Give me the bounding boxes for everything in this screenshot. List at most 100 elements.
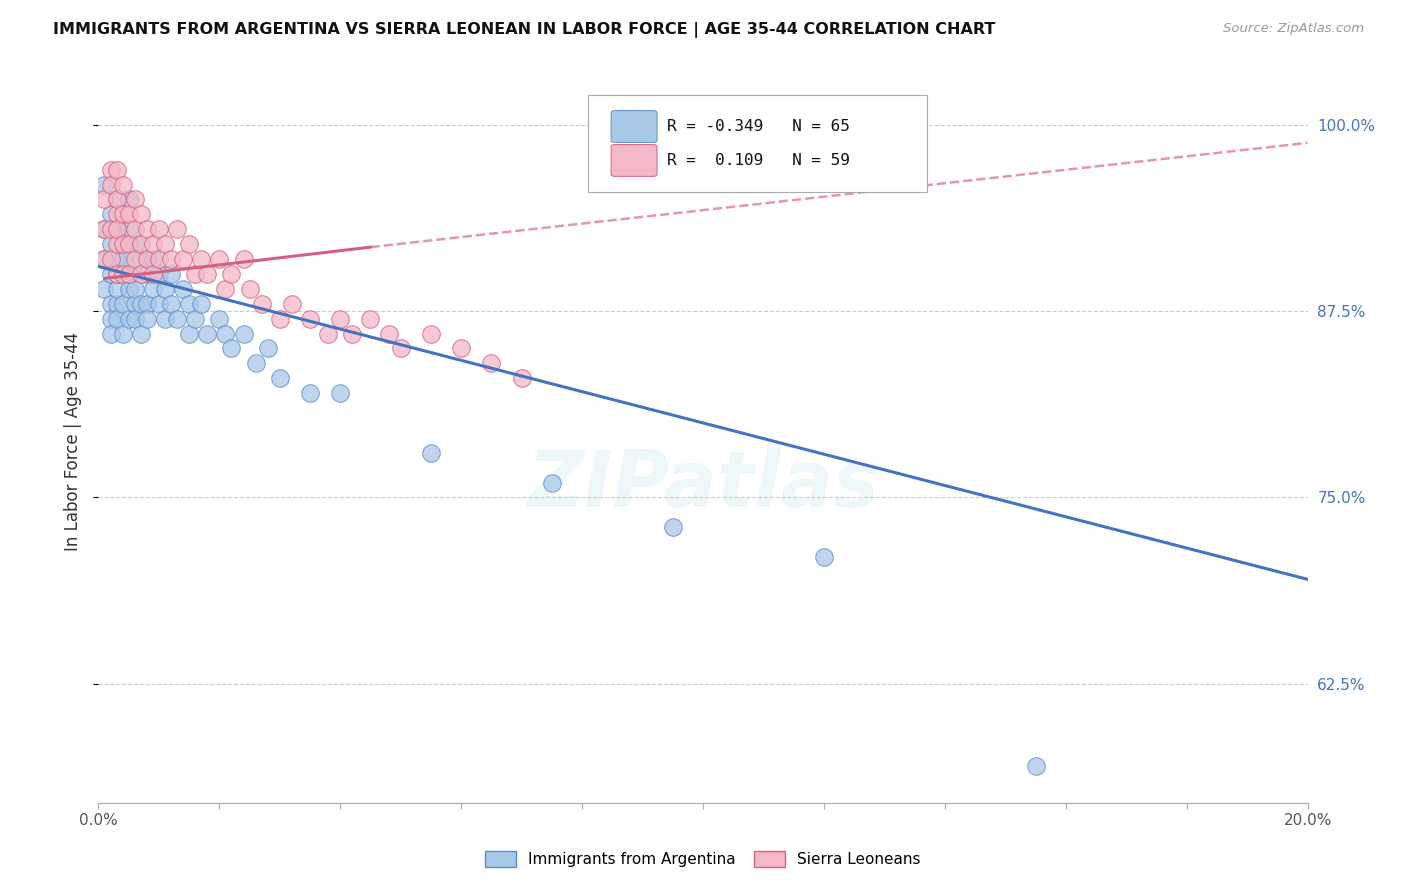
Point <box>389 342 412 356</box>
Point <box>208 311 231 326</box>
Point <box>129 252 152 266</box>
Point <box>450 342 472 356</box>
Point <box>661 520 683 534</box>
Point <box>179 237 201 252</box>
Text: IMMIGRANTS FROM ARGENTINA VS SIERRA LEONEAN IN LABOR FORCE | AGE 35-44 CORRELATI: IMMIGRANTS FROM ARGENTINA VS SIERRA LEON… <box>53 22 995 38</box>
Point <box>221 267 243 281</box>
Point <box>813 549 835 564</box>
Point <box>93 252 115 266</box>
Point <box>118 311 141 326</box>
FancyBboxPatch shape <box>588 95 927 193</box>
Point <box>377 326 399 341</box>
Point <box>360 311 382 326</box>
Text: R =  0.109   N = 59: R = 0.109 N = 59 <box>666 153 849 168</box>
Point <box>142 237 165 252</box>
Point <box>105 311 128 326</box>
FancyBboxPatch shape <box>612 145 657 177</box>
Point <box>269 371 291 385</box>
Point <box>166 222 188 236</box>
Point <box>250 297 273 311</box>
Point <box>105 282 128 296</box>
Point <box>142 252 165 266</box>
Point <box>93 222 115 236</box>
Point <box>142 282 165 296</box>
Point <box>540 475 562 490</box>
Point <box>124 237 146 252</box>
Point <box>153 282 176 296</box>
Point <box>124 282 146 296</box>
Point <box>118 267 141 281</box>
Point <box>111 252 134 266</box>
Point <box>105 267 128 281</box>
Point <box>100 252 122 266</box>
Text: R = -0.349   N = 65: R = -0.349 N = 65 <box>666 119 849 134</box>
Point <box>105 252 128 266</box>
Y-axis label: In Labor Force | Age 35-44: In Labor Force | Age 35-44 <box>65 332 83 551</box>
Point <box>148 267 170 281</box>
Point <box>190 297 212 311</box>
Point <box>100 178 122 192</box>
Point <box>214 282 236 296</box>
Point <box>118 222 141 236</box>
Point <box>135 311 157 326</box>
Point <box>179 297 201 311</box>
Point <box>256 342 278 356</box>
Point <box>105 222 128 236</box>
Point <box>124 297 146 311</box>
Point <box>316 326 339 341</box>
Legend: Immigrants from Argentina, Sierra Leoneans: Immigrants from Argentina, Sierra Leonea… <box>485 851 921 867</box>
Point <box>190 252 212 266</box>
Point <box>100 311 122 326</box>
Point <box>329 311 352 326</box>
Point <box>135 267 157 281</box>
Point <box>135 222 157 236</box>
Point <box>172 282 194 296</box>
Point <box>100 207 122 221</box>
Text: ZIPatlas: ZIPatlas <box>527 447 879 523</box>
Point <box>118 237 141 252</box>
Point <box>118 282 141 296</box>
Point <box>100 326 122 341</box>
Point <box>100 267 122 281</box>
Point <box>105 162 128 177</box>
Point <box>118 207 141 221</box>
Point <box>142 267 165 281</box>
Point <box>281 297 304 311</box>
Point <box>93 193 115 207</box>
Point <box>299 311 322 326</box>
Point <box>420 326 443 341</box>
Point <box>118 193 141 207</box>
Point <box>93 178 115 192</box>
Point <box>148 222 170 236</box>
Point <box>135 252 157 266</box>
Point <box>195 267 218 281</box>
Point <box>135 297 157 311</box>
Point <box>93 282 115 296</box>
Point <box>129 297 152 311</box>
Point <box>111 267 134 281</box>
Point <box>148 252 170 266</box>
Point <box>100 162 122 177</box>
Point <box>245 356 267 370</box>
Point <box>93 252 115 266</box>
Point <box>100 237 122 252</box>
Point <box>1024 758 1046 772</box>
Point <box>111 207 134 221</box>
Text: Source: ZipAtlas.com: Source: ZipAtlas.com <box>1223 22 1364 36</box>
Point <box>160 297 183 311</box>
Point <box>111 326 134 341</box>
Point <box>160 252 183 266</box>
Point <box>329 386 352 401</box>
Point <box>105 193 128 207</box>
Point <box>184 311 207 326</box>
Point <box>105 297 128 311</box>
Point <box>148 297 170 311</box>
Point <box>105 267 128 281</box>
Point <box>420 446 443 460</box>
Point <box>481 356 503 370</box>
Point <box>208 252 231 266</box>
Point <box>129 326 152 341</box>
Point <box>105 222 128 236</box>
Point <box>111 178 134 192</box>
Point <box>111 237 134 252</box>
